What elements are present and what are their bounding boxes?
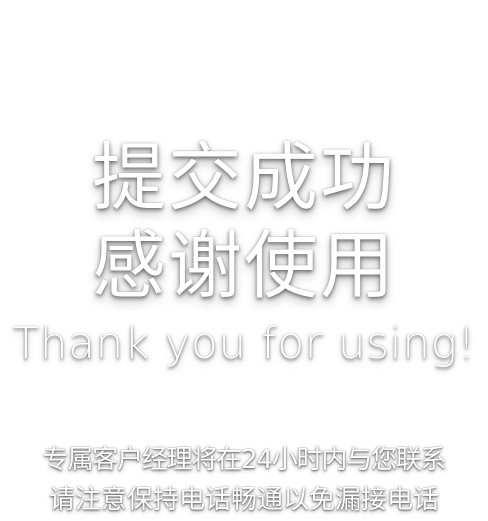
thanks-title: 感谢使用 [92, 223, 396, 309]
success-title: 提交成功 [92, 135, 396, 221]
english-subtitle: Thank you for using! [12, 318, 476, 369]
contact-note-line2: 请注意保持电话畅通以免漏接电话 [48, 485, 439, 515]
contact-note-line1: 专属客户经理将在24小时内与您联系 [42, 445, 447, 475]
